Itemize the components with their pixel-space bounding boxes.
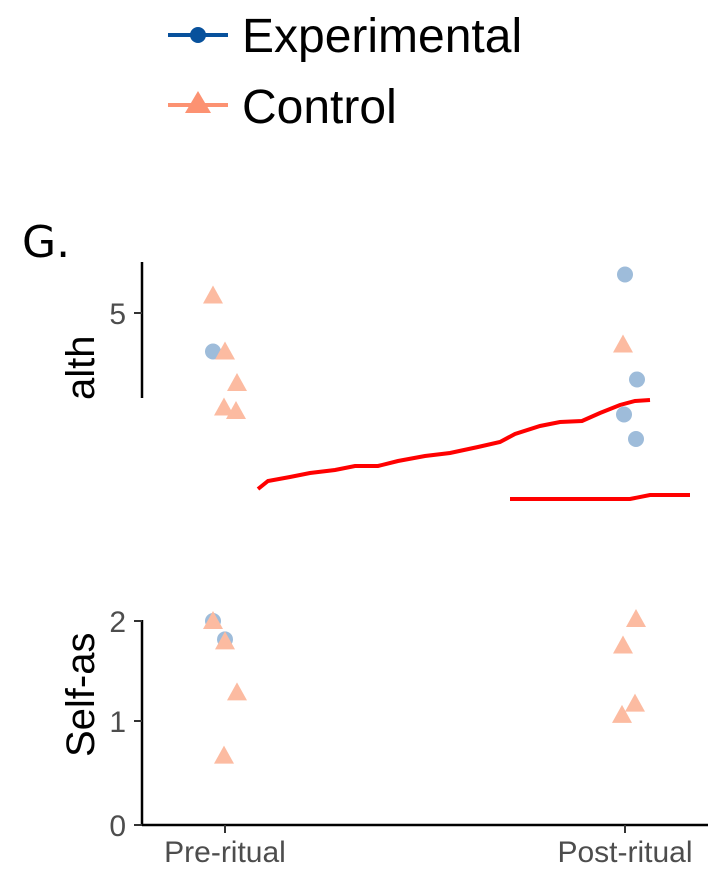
control-point xyxy=(625,693,645,712)
control-point xyxy=(203,285,223,304)
legend-label-control: Control xyxy=(242,81,397,134)
top-panel: 5 alth xyxy=(59,262,645,447)
control-point xyxy=(613,635,633,654)
control-point xyxy=(227,373,247,391)
top-panel-y-axis-title: alth xyxy=(59,336,103,401)
x-tick-label-post-ritual: Post-ritual xyxy=(557,836,692,869)
bottom-panel-points xyxy=(203,608,646,764)
experimental-point xyxy=(617,266,633,283)
experimental-point xyxy=(628,431,644,447)
legend-label-experimental: Experimental xyxy=(242,10,522,63)
bottom-panel: 0 1 2 Pre-ritual Post-ritual Self-as xyxy=(59,606,708,869)
legend-marker-control xyxy=(185,91,211,113)
control-point xyxy=(214,397,234,416)
bottom-panel-y-axis-title: Self-as xyxy=(59,633,103,758)
overlay-lines xyxy=(256,398,690,501)
control-point xyxy=(214,745,234,764)
control-point xyxy=(226,401,246,419)
control-point xyxy=(613,334,633,353)
experimental-point xyxy=(205,343,221,360)
top-panel-points xyxy=(203,266,645,447)
experimental-point xyxy=(629,371,645,388)
bottom-panel-y-tick-label-0: 0 xyxy=(109,810,126,843)
control-point xyxy=(215,341,235,360)
control-point xyxy=(227,682,247,701)
overlay-line-lower xyxy=(510,493,690,501)
control-point xyxy=(612,704,632,723)
overlay-line-upper xyxy=(256,398,651,491)
bottom-panel-y-tick-label-1: 1 xyxy=(109,706,126,739)
legend-marker-experimental xyxy=(190,27,206,43)
experimental-point xyxy=(616,406,632,423)
legend-entry-control: Control xyxy=(168,81,397,134)
panel-label: G. xyxy=(22,217,70,268)
top-panel-y-tick-label-5: 5 xyxy=(109,298,126,331)
control-point xyxy=(215,631,235,650)
x-tick-label-pre-ritual: Pre-ritual xyxy=(164,836,286,869)
legend-entry-experimental: Experimental xyxy=(168,10,522,63)
control-point xyxy=(626,608,646,627)
control-point xyxy=(203,611,223,629)
legend: Experimental Control xyxy=(168,10,522,134)
bottom-panel-y-tick-label-2: 2 xyxy=(109,606,126,639)
